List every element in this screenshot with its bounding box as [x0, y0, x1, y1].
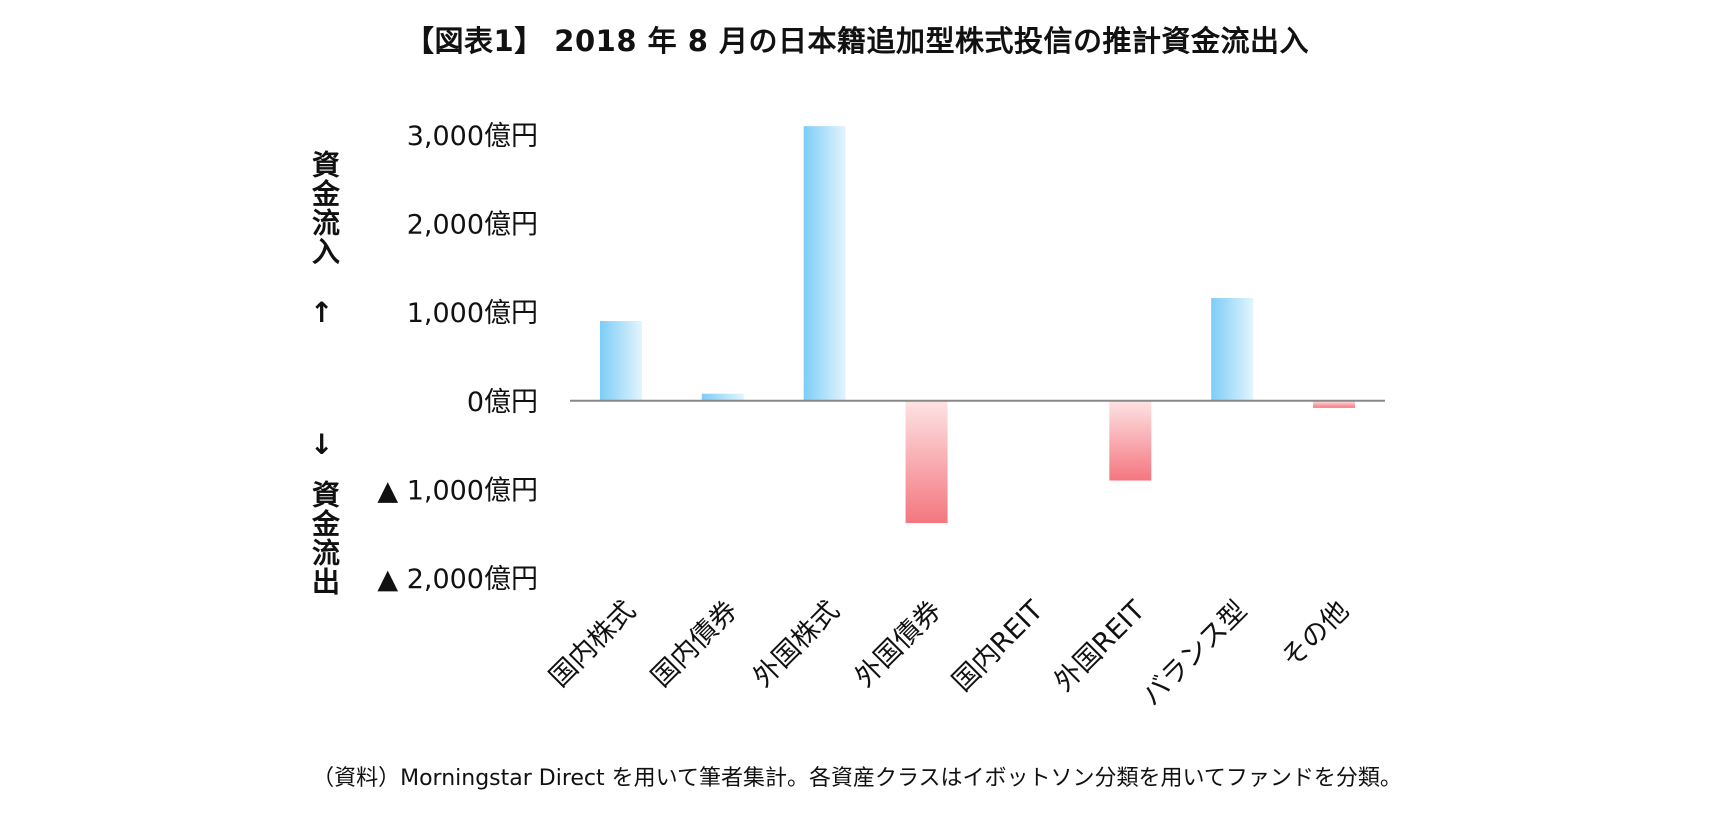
- category-label: 外国REIT: [1049, 595, 1152, 698]
- bar: [1211, 298, 1254, 401]
- y-tick-label: 2,000億円: [407, 210, 538, 241]
- category-label: その他: [1276, 595, 1355, 674]
- y-tick-label: ▲ 1,000億円: [377, 475, 538, 506]
- bar: [1109, 400, 1152, 481]
- y-tick-label: 0億円: [467, 387, 538, 418]
- category-label: バランス型: [1136, 595, 1253, 712]
- bar: [1313, 400, 1356, 408]
- source-note: （資料）Morningstar Direct を用いて筆者集計。各資産クラスはイ…: [312, 766, 1402, 791]
- up-arrow-icon: ↑: [310, 296, 334, 329]
- inflow-axis-label: 資金流入: [308, 150, 341, 266]
- y-tick-label: 1,000億円: [407, 298, 538, 329]
- bar-chart: 3,000億円 2,000億円 1,000億円 0億円 ▲ 1,000億円 ▲ 2,000…: [377, 121, 1385, 712]
- category-label: 国内株式: [544, 595, 642, 693]
- bar: [701, 393, 744, 401]
- bar: [905, 400, 948, 524]
- category-label: 外国債券: [849, 595, 947, 693]
- category-label: 国内債券: [645, 595, 743, 693]
- category-label: 国内REIT: [947, 595, 1050, 698]
- outflow-axis-label: 資金流出: [308, 480, 341, 596]
- bar: [599, 321, 642, 401]
- category-label: 外国株式: [747, 595, 845, 693]
- bar: [803, 126, 846, 401]
- chart-title: 【図表1】 2018 年 8 月の日本籍追加型株式投信の推計資金流出入: [405, 24, 1309, 58]
- y-tick-label: 3,000億円: [407, 121, 538, 152]
- y-tick-label: ▲ 2,000億円: [377, 564, 538, 595]
- down-arrow-icon: ↓: [310, 428, 334, 461]
